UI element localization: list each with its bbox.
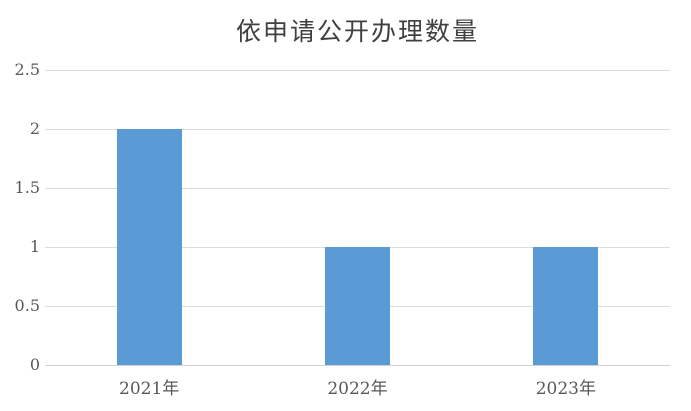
x-axis-tick-label: 2021年 — [119, 379, 180, 399]
y-axis-tick-label: 1 — [29, 237, 40, 256]
bar-2022年 — [325, 247, 390, 365]
y-axis-tick-label: 0.5 — [14, 296, 40, 315]
x-axis-tick-label: 2022年 — [327, 379, 388, 399]
bar-2021年 — [116, 129, 182, 365]
bar-2023年 — [533, 247, 599, 365]
gridline — [45, 188, 670, 189]
y-axis-tick-label: 0 — [29, 355, 40, 374]
y-axis-tick-label: 1.5 — [14, 178, 40, 197]
y-axis-tick-label: 2.5 — [14, 60, 40, 79]
y-axis-tick-label: 2 — [29, 119, 40, 138]
x-axis-line — [45, 365, 670, 366]
x-axis-tick-label: 2023年 — [535, 379, 596, 399]
gridline — [45, 129, 670, 130]
plot-area — [45, 70, 670, 366]
gridline — [45, 70, 670, 71]
chart-title: 依申请公开办理数量 — [235, 17, 479, 46]
